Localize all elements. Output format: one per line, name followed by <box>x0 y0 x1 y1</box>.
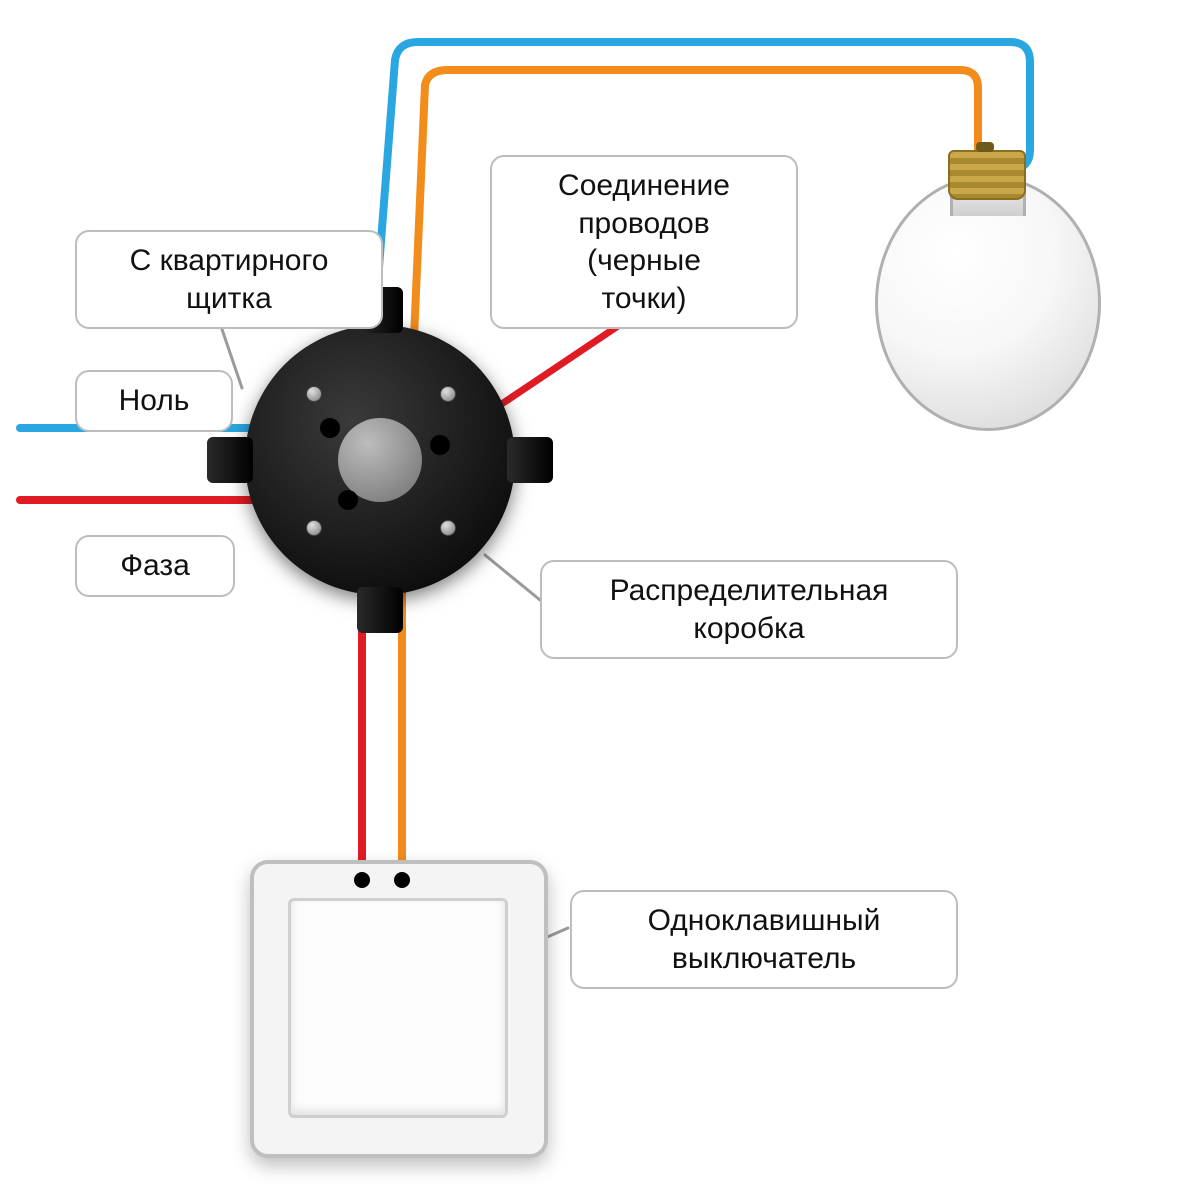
label-junction-box: Распределительная коробка <box>540 560 958 659</box>
connection-node <box>430 435 450 455</box>
connection-node <box>338 490 358 510</box>
label-phase: Фаза <box>75 535 235 597</box>
label-wire-junctions: Соединение проводов (черные точки) <box>490 155 798 329</box>
connection-node <box>320 418 340 438</box>
label-neutral: Ноль <box>75 370 233 432</box>
label-switch: Одноклавишный выключатель <box>570 890 958 989</box>
label-from-panel: С квартирного щитка <box>75 230 383 329</box>
diagram-stage: С квартирного щитка Ноль Фаза Соединение… <box>0 0 1193 1200</box>
